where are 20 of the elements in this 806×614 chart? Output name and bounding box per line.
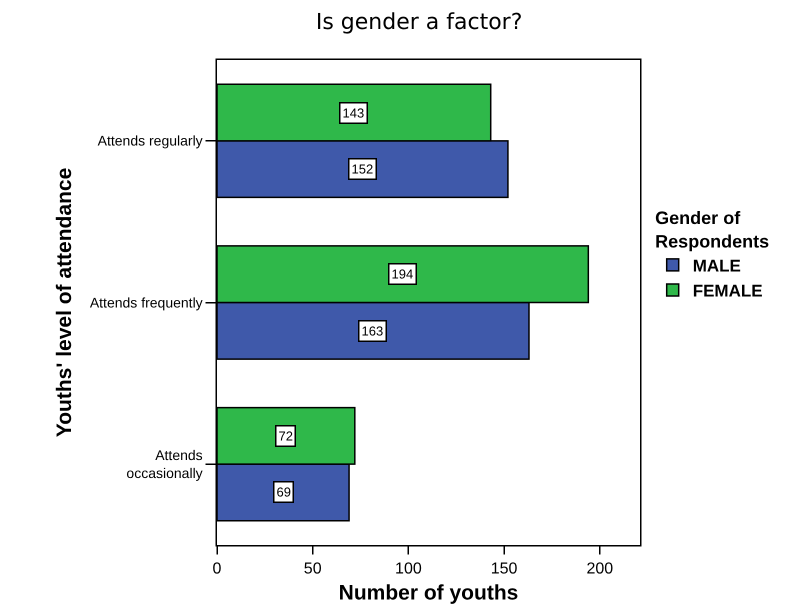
y-tick-label: Attends occasionally bbox=[126, 446, 203, 482]
data-label: 152 bbox=[352, 162, 374, 176]
data-label: 163 bbox=[362, 324, 384, 338]
x-tick-label: 100 bbox=[395, 560, 422, 578]
x-tick-label: 200 bbox=[586, 560, 614, 578]
x-tick-label: 0 bbox=[212, 560, 222, 578]
y-tick-label: Attends regularly bbox=[98, 132, 203, 149]
y-tick-label: Attends frequently bbox=[90, 294, 203, 310]
data-label: 143 bbox=[342, 106, 364, 120]
y-axis-title: Youths' level of attendance bbox=[53, 168, 76, 438]
legend-label: MALE bbox=[692, 256, 741, 276]
x-axis-title: Number of youths bbox=[338, 582, 518, 605]
x-tick-label: 150 bbox=[490, 560, 518, 578]
data-label: 69 bbox=[276, 484, 291, 500]
data-label: 194 bbox=[392, 266, 414, 282]
data-label: 72 bbox=[278, 428, 293, 444]
chart-title: Is gender a factor? bbox=[316, 10, 522, 36]
x-tick-label: 50 bbox=[304, 560, 322, 578]
legend-label: FEMALE bbox=[692, 282, 763, 301]
legend-title: Gender of Respondents bbox=[655, 208, 770, 252]
